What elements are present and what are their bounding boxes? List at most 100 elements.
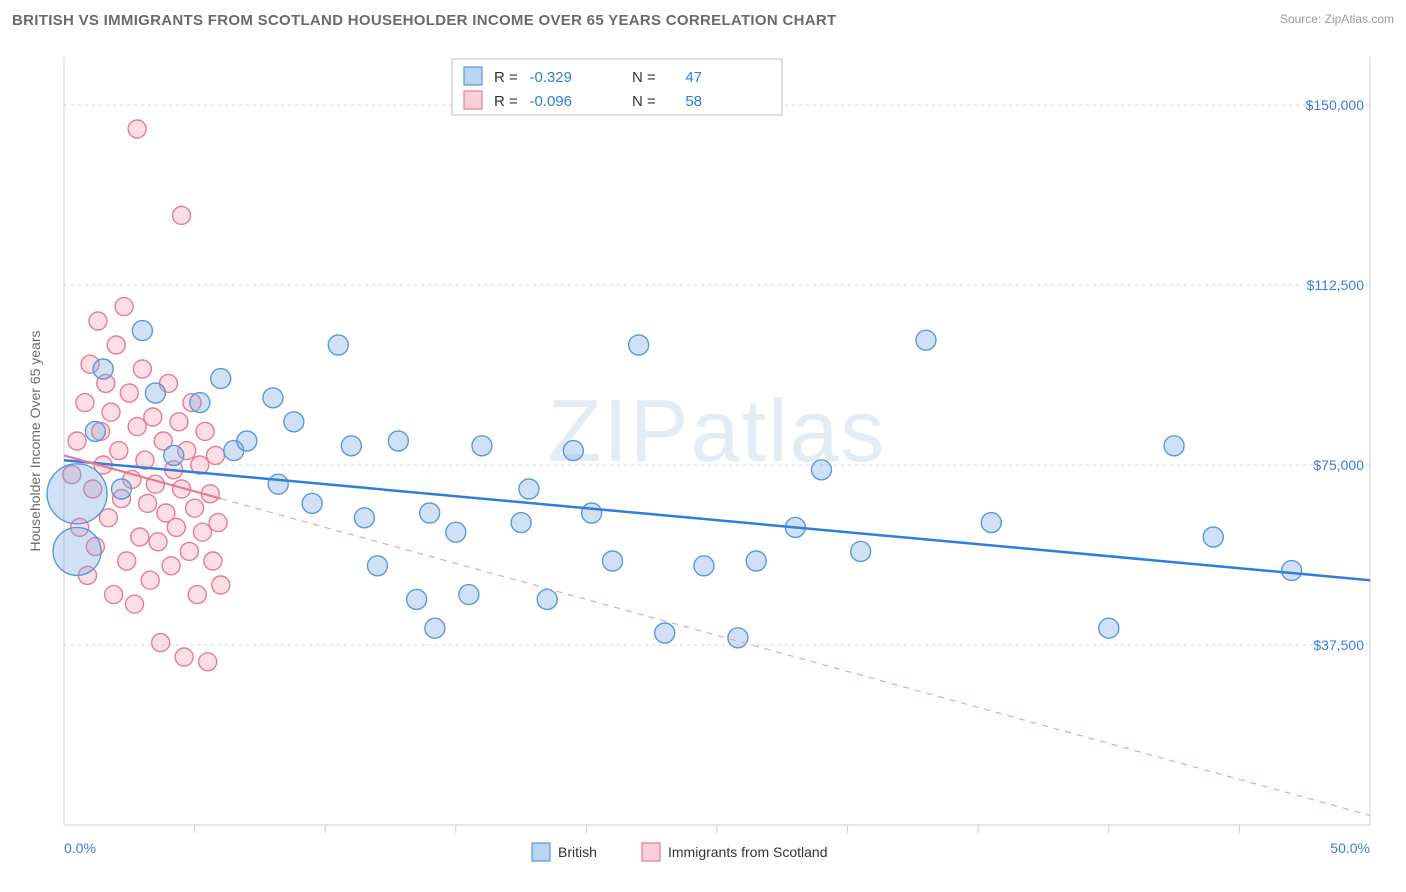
scatter-point-pink [68, 432, 86, 450]
scatter-point-blue [47, 464, 107, 524]
scatter-point-blue [190, 393, 210, 413]
scatter-point-blue [1164, 436, 1184, 456]
y-tick-label: $75,000 [1313, 457, 1364, 473]
scatter-point-pink [196, 422, 214, 440]
scatter-point-blue [537, 589, 557, 609]
stat-n-value: 58 [685, 93, 702, 110]
scatter-point-blue [603, 551, 623, 571]
scatter-point-blue [302, 493, 322, 513]
y-tick-label: $37,500 [1313, 637, 1364, 653]
scatter-point-blue [446, 522, 466, 542]
scatter-point-blue [388, 431, 408, 451]
scatter-point-pink [76, 394, 94, 412]
scatter-point-pink [115, 298, 133, 316]
scatter-point-pink [209, 514, 227, 532]
scatter-point-blue [459, 585, 479, 605]
legend-swatch-pink [642, 843, 660, 861]
scatter-point-pink [162, 557, 180, 575]
scatter-point-pink [110, 442, 128, 460]
scatter-point-blue [746, 551, 766, 571]
scatter-point-blue [655, 623, 675, 643]
scatter-point-blue [132, 321, 152, 341]
scatter-point-blue [472, 436, 492, 456]
scatter-point-blue [93, 359, 113, 379]
stat-n-label: N = [632, 93, 656, 110]
legend-label-pink: Immigrants from Scotland [668, 844, 828, 860]
scatter-point-blue [694, 556, 714, 576]
scatter-point-pink [212, 576, 230, 594]
scatter-point-blue [420, 503, 440, 523]
source-prefix: Source: [1280, 12, 1325, 26]
scatter-point-pink [199, 653, 217, 671]
y-axis-label: Householder Income Over 65 years [27, 331, 43, 552]
scatter-point-blue [916, 330, 936, 350]
scatter-point-pink [128, 418, 146, 436]
stats-swatch-pink [464, 91, 482, 109]
scatter-point-blue [328, 335, 348, 355]
scatter-point-blue [263, 388, 283, 408]
scatter-point-blue [511, 513, 531, 533]
scatter-point-pink [89, 312, 107, 330]
scatter-point-blue [407, 589, 427, 609]
scatter-point-blue [211, 369, 231, 389]
scatter-point-pink [186, 499, 204, 517]
stat-n-value: 47 [685, 69, 702, 86]
scatter-point-blue [268, 474, 288, 494]
legend-label-blue: British [558, 844, 597, 860]
scatter-point-blue [425, 618, 445, 638]
scatter-point-blue [582, 503, 602, 523]
scatter-point-blue [367, 556, 387, 576]
scatter-point-blue [164, 445, 184, 465]
scatter-point-blue [237, 431, 257, 451]
scatter-point-pink [107, 336, 125, 354]
source-attribution: Source: ZipAtlas.com [1280, 12, 1394, 26]
scatter-point-pink [173, 206, 191, 224]
legend-swatch-blue [532, 843, 550, 861]
scatter-point-blue [811, 460, 831, 480]
x-tick-label-min: 0.0% [64, 840, 96, 856]
scatter-point-pink [126, 595, 144, 613]
y-tick-label: $112,500 [1307, 277, 1365, 293]
stats-swatch-blue [464, 67, 482, 85]
scatter-point-blue [1099, 618, 1119, 638]
scatter-chart: ZIPatlas$37,500$75,000$112,500$150,0000.… [12, 35, 1394, 865]
scatter-point-pink [131, 528, 149, 546]
scatter-point-pink [144, 408, 162, 426]
scatter-point-pink [180, 542, 198, 560]
scatter-point-pink [167, 518, 185, 536]
stat-r-value: -0.096 [529, 93, 572, 110]
scatter-point-blue [354, 508, 374, 528]
scatter-point-blue [341, 436, 361, 456]
scatter-point-pink [188, 586, 206, 604]
source-link[interactable]: ZipAtlas.com [1325, 12, 1394, 26]
scatter-point-blue [629, 335, 649, 355]
stat-r-label: R = [494, 69, 518, 86]
scatter-point-blue [53, 527, 101, 575]
scatter-point-blue [1203, 527, 1223, 547]
scatter-point-blue [519, 479, 539, 499]
scatter-point-pink [139, 494, 157, 512]
scatter-point-blue [851, 541, 871, 561]
scatter-point-blue [145, 383, 165, 403]
scatter-point-pink [102, 403, 120, 421]
scatter-point-pink [128, 120, 146, 138]
scatter-point-blue [111, 479, 131, 499]
stat-r-label: R = [494, 93, 518, 110]
scatter-point-pink [120, 384, 138, 402]
scatter-point-blue [981, 513, 1001, 533]
scatter-point-blue [284, 412, 304, 432]
stat-n-label: N = [632, 69, 656, 86]
chart-title: BRITISH VS IMMIGRANTS FROM SCOTLAND HOUS… [12, 12, 836, 29]
scatter-point-pink [175, 648, 193, 666]
scatter-point-pink [152, 634, 170, 652]
stat-r-value: -0.329 [529, 69, 572, 86]
scatter-point-pink [149, 533, 167, 551]
scatter-point-pink [133, 360, 151, 378]
y-tick-label: $150,000 [1306, 97, 1365, 113]
scatter-point-pink [141, 571, 159, 589]
scatter-point-pink [193, 523, 211, 541]
scatter-point-blue [1282, 561, 1302, 581]
scatter-point-pink [204, 552, 222, 570]
scatter-point-blue [563, 441, 583, 461]
trendline-pink-extrapolated [221, 499, 1370, 816]
